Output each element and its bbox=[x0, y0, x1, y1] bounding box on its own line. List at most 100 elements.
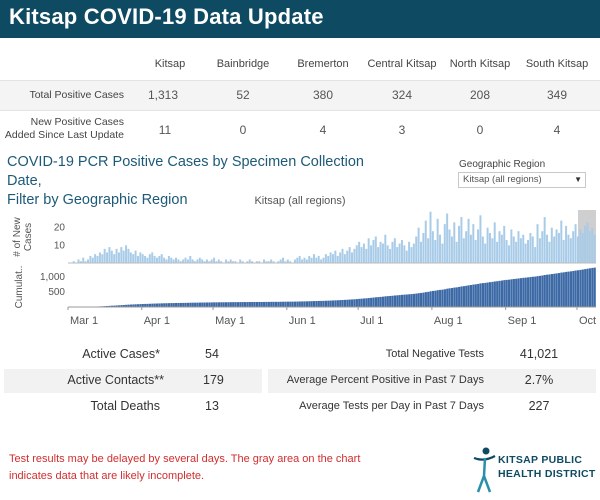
cumulative-bar bbox=[148, 303, 152, 307]
cumulative-bar bbox=[396, 295, 399, 307]
stat-total-deaths: Total Deaths 13 bbox=[0, 395, 262, 419]
new-cases-bar bbox=[417, 227, 420, 263]
new-cases-bar bbox=[358, 241, 361, 263]
new-cases-bar bbox=[593, 234, 596, 263]
cumulative-bar bbox=[515, 278, 518, 307]
cumulative-bar bbox=[110, 305, 113, 307]
cumulative-bar bbox=[455, 287, 458, 307]
summary-header-row: Kitsap Bainbridge Bremerton Central Kits… bbox=[0, 58, 600, 80]
cumulative-bar bbox=[379, 296, 382, 307]
new-cases-bar bbox=[441, 243, 444, 263]
cumulative-bar bbox=[488, 282, 492, 307]
new-cases-bar bbox=[469, 234, 472, 263]
cumulative-bar bbox=[234, 302, 237, 307]
new-cases-bar bbox=[477, 229, 480, 263]
new-cases-bar bbox=[156, 257, 158, 263]
new-cases-bar bbox=[255, 261, 258, 263]
new-cases-bar bbox=[491, 238, 494, 263]
new-cases-bar bbox=[393, 238, 396, 263]
cumulative-bar bbox=[253, 302, 256, 307]
new-cases-bar bbox=[591, 227, 594, 263]
new-cases-bar bbox=[496, 241, 499, 263]
cumulative-bar bbox=[439, 289, 442, 307]
cumulative-bar bbox=[186, 302, 190, 307]
new-cases-bar bbox=[198, 257, 201, 263]
new-cases-bar bbox=[588, 231, 591, 263]
cumulative-bar bbox=[593, 267, 596, 307]
new-cases-bar bbox=[134, 250, 137, 263]
new-cases-bar bbox=[360, 247, 363, 263]
cumulative-bar bbox=[372, 297, 375, 307]
new-cases-bar bbox=[557, 232, 560, 263]
new-cases-bar bbox=[101, 254, 104, 263]
person-figure-icon bbox=[473, 447, 496, 493]
cumulative-bar bbox=[500, 280, 504, 307]
new-cases-bar bbox=[455, 241, 458, 263]
cumulative-bar bbox=[370, 297, 373, 307]
cumulative-bar bbox=[312, 301, 316, 307]
cumulative-bar bbox=[282, 301, 285, 307]
cumulative-bar bbox=[410, 294, 413, 307]
cumulative-bar bbox=[205, 302, 209, 307]
new-cases-bar bbox=[82, 257, 85, 263]
new-cases-bar bbox=[362, 243, 365, 263]
page-title: Kitsap COVID-19 Data Update bbox=[9, 4, 324, 29]
cumulative-bar bbox=[550, 274, 553, 307]
cumulative-bar bbox=[574, 270, 577, 307]
cumulative-bar bbox=[536, 276, 539, 307]
cumulative-bar bbox=[158, 303, 161, 307]
cumulative-bar bbox=[586, 268, 589, 307]
row-label: Total Positive Cases bbox=[29, 89, 124, 101]
cumulative-bar bbox=[122, 305, 125, 307]
new-cases-bar bbox=[560, 220, 563, 263]
cumulative-bar bbox=[339, 300, 342, 307]
chart-title-line1: COVID-19 PCR Positive Cases by Specimen … bbox=[7, 154, 364, 189]
new-cases-bar bbox=[272, 261, 275, 263]
new-cases-bar bbox=[505, 240, 508, 263]
cumulative-bar bbox=[517, 278, 520, 307]
new-cases-bar bbox=[420, 241, 422, 263]
new-cases-bar bbox=[103, 248, 106, 263]
region-filter-dropdown[interactable]: Kitsap (all regions) ▼ bbox=[458, 172, 586, 188]
new-cases-bar bbox=[500, 234, 503, 263]
new-cases-bar bbox=[381, 243, 384, 263]
cumulative-bar bbox=[569, 271, 573, 307]
new-cases-bar bbox=[431, 231, 434, 263]
cell-south-kitsap: 349 bbox=[546, 88, 568, 102]
new-cases-bar bbox=[541, 231, 544, 263]
cumulative-bar bbox=[308, 301, 311, 307]
cumulative-bar bbox=[113, 305, 116, 307]
new-cases-bar bbox=[220, 261, 223, 263]
new-cases-bar bbox=[367, 238, 370, 263]
cell-bremerton: 380 bbox=[312, 88, 334, 102]
new-cases-bar bbox=[531, 236, 534, 263]
cumulative-bar bbox=[493, 281, 496, 307]
new-cases-bar bbox=[460, 217, 463, 263]
new-cases-bar bbox=[389, 248, 392, 263]
new-cases-bar bbox=[508, 245, 510, 263]
cumulative-bar bbox=[477, 283, 480, 307]
cumulative-bar bbox=[127, 304, 130, 307]
cumulative-bar bbox=[141, 304, 144, 307]
new-cases-bar bbox=[265, 261, 268, 263]
new-cases-bar bbox=[529, 232, 532, 263]
new-cases-bar bbox=[267, 261, 270, 263]
cumulative-bar bbox=[448, 288, 451, 307]
new-cases-bar bbox=[224, 259, 227, 263]
new-cases-bar bbox=[412, 243, 415, 263]
cumulative-bar bbox=[146, 303, 149, 307]
cumulative-bar bbox=[263, 301, 266, 307]
dropdown-arrow-icon: ▼ bbox=[574, 175, 582, 184]
new-cases-bar bbox=[351, 252, 354, 263]
new-cases-bar bbox=[296, 257, 299, 263]
cumulative-bar bbox=[358, 298, 361, 307]
new-cases-bar bbox=[405, 250, 408, 263]
new-cases-bar bbox=[510, 229, 513, 263]
cumulative-bar bbox=[246, 302, 249, 307]
cumulative-bar bbox=[403, 294, 406, 307]
stat-label: Total Deaths bbox=[90, 399, 160, 413]
cumulative-bar bbox=[548, 274, 551, 307]
new-cases-bar bbox=[91, 257, 94, 263]
new-cases-bars bbox=[72, 210, 596, 263]
cumulative-bar bbox=[172, 303, 175, 307]
